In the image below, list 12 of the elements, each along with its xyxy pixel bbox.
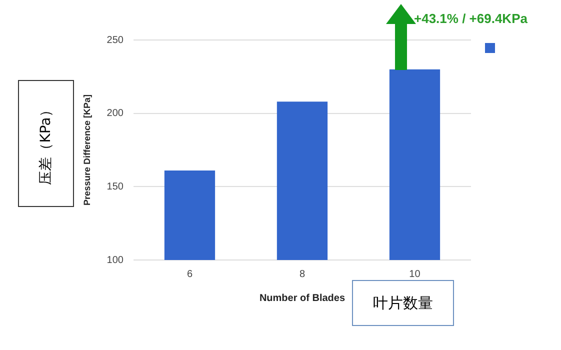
- y-tick-label: 150: [106, 181, 124, 192]
- x-tick-label: 8: [299, 268, 306, 280]
- y-axis-title: Pressure Difference [KPa]: [82, 94, 92, 206]
- y-tick-label: 100: [106, 254, 124, 266]
- x-tick-label: 10: [409, 268, 421, 280]
- text: +43.1% / +69.4KPa: [414, 11, 528, 26]
- y-tick-label: 250: [106, 34, 124, 46]
- x-tick-label: 6: [186, 268, 193, 280]
- text: 压差（KPa）: [37, 102, 55, 184]
- y-tick-label: 200: [106, 108, 124, 120]
- x-axis-title: Number of Blades: [259, 292, 346, 304]
- text: 叶片数量: [373, 294, 433, 312]
